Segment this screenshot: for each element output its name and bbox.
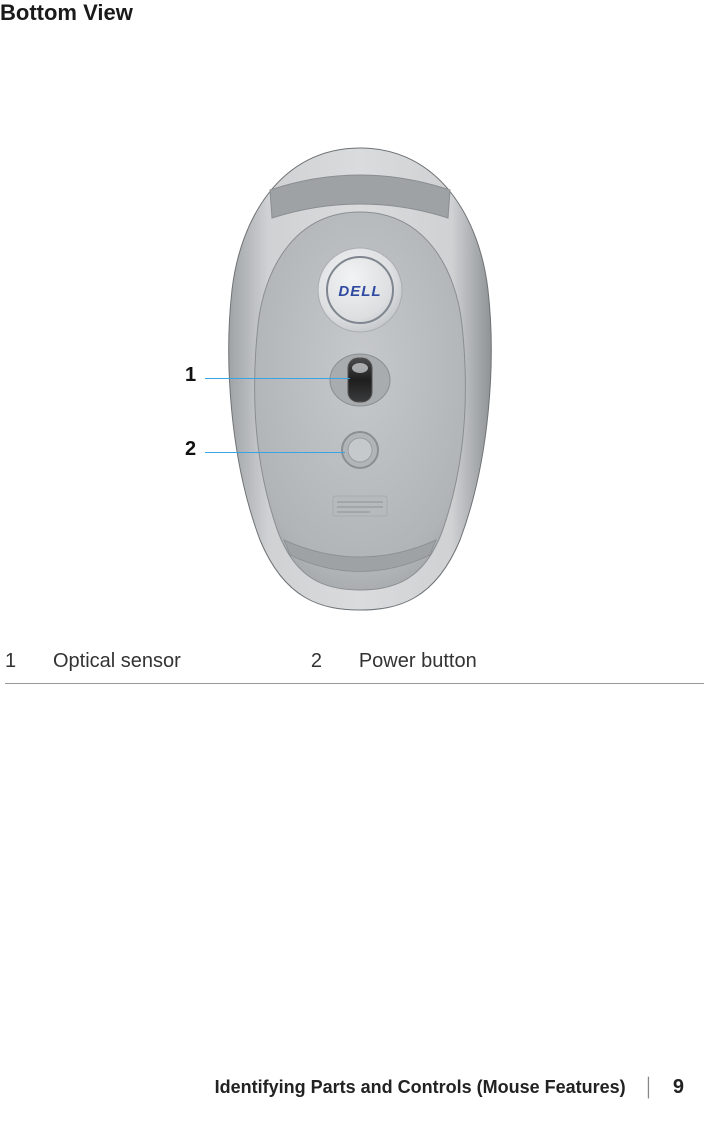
section-heading: Bottom View	[0, 0, 133, 26]
mouse-bottom-svg: DELL	[150, 140, 570, 620]
callout-line-1	[205, 378, 350, 379]
legend-label-2: Power button	[359, 650, 477, 673]
legend-num-2: 2	[311, 650, 341, 673]
legend-row: 1 Optical sensor 2 Power button	[5, 650, 704, 684]
footer-section-title: Identifying Parts and Controls (Mouse Fe…	[215, 1077, 626, 1098]
sensor-lens-highlight	[352, 363, 368, 373]
callout-line-2	[205, 452, 345, 453]
label-plate	[333, 496, 387, 516]
mouse-bottom-diagram: DELL 1 2	[150, 140, 570, 620]
page: Bottom View	[0, 0, 724, 1129]
footer-separator: │	[644, 1077, 655, 1098]
footer-page-number: 9	[673, 1076, 684, 1099]
callout-label-1: 1	[185, 364, 196, 387]
legend-num-1: 1	[5, 650, 35, 673]
brand-logo-text: DELL	[338, 283, 381, 300]
power-button	[348, 438, 372, 462]
page-footer: Identifying Parts and Controls (Mouse Fe…	[215, 1076, 684, 1099]
legend-label-1: Optical sensor	[53, 650, 181, 673]
callout-label-2: 2	[185, 438, 196, 461]
